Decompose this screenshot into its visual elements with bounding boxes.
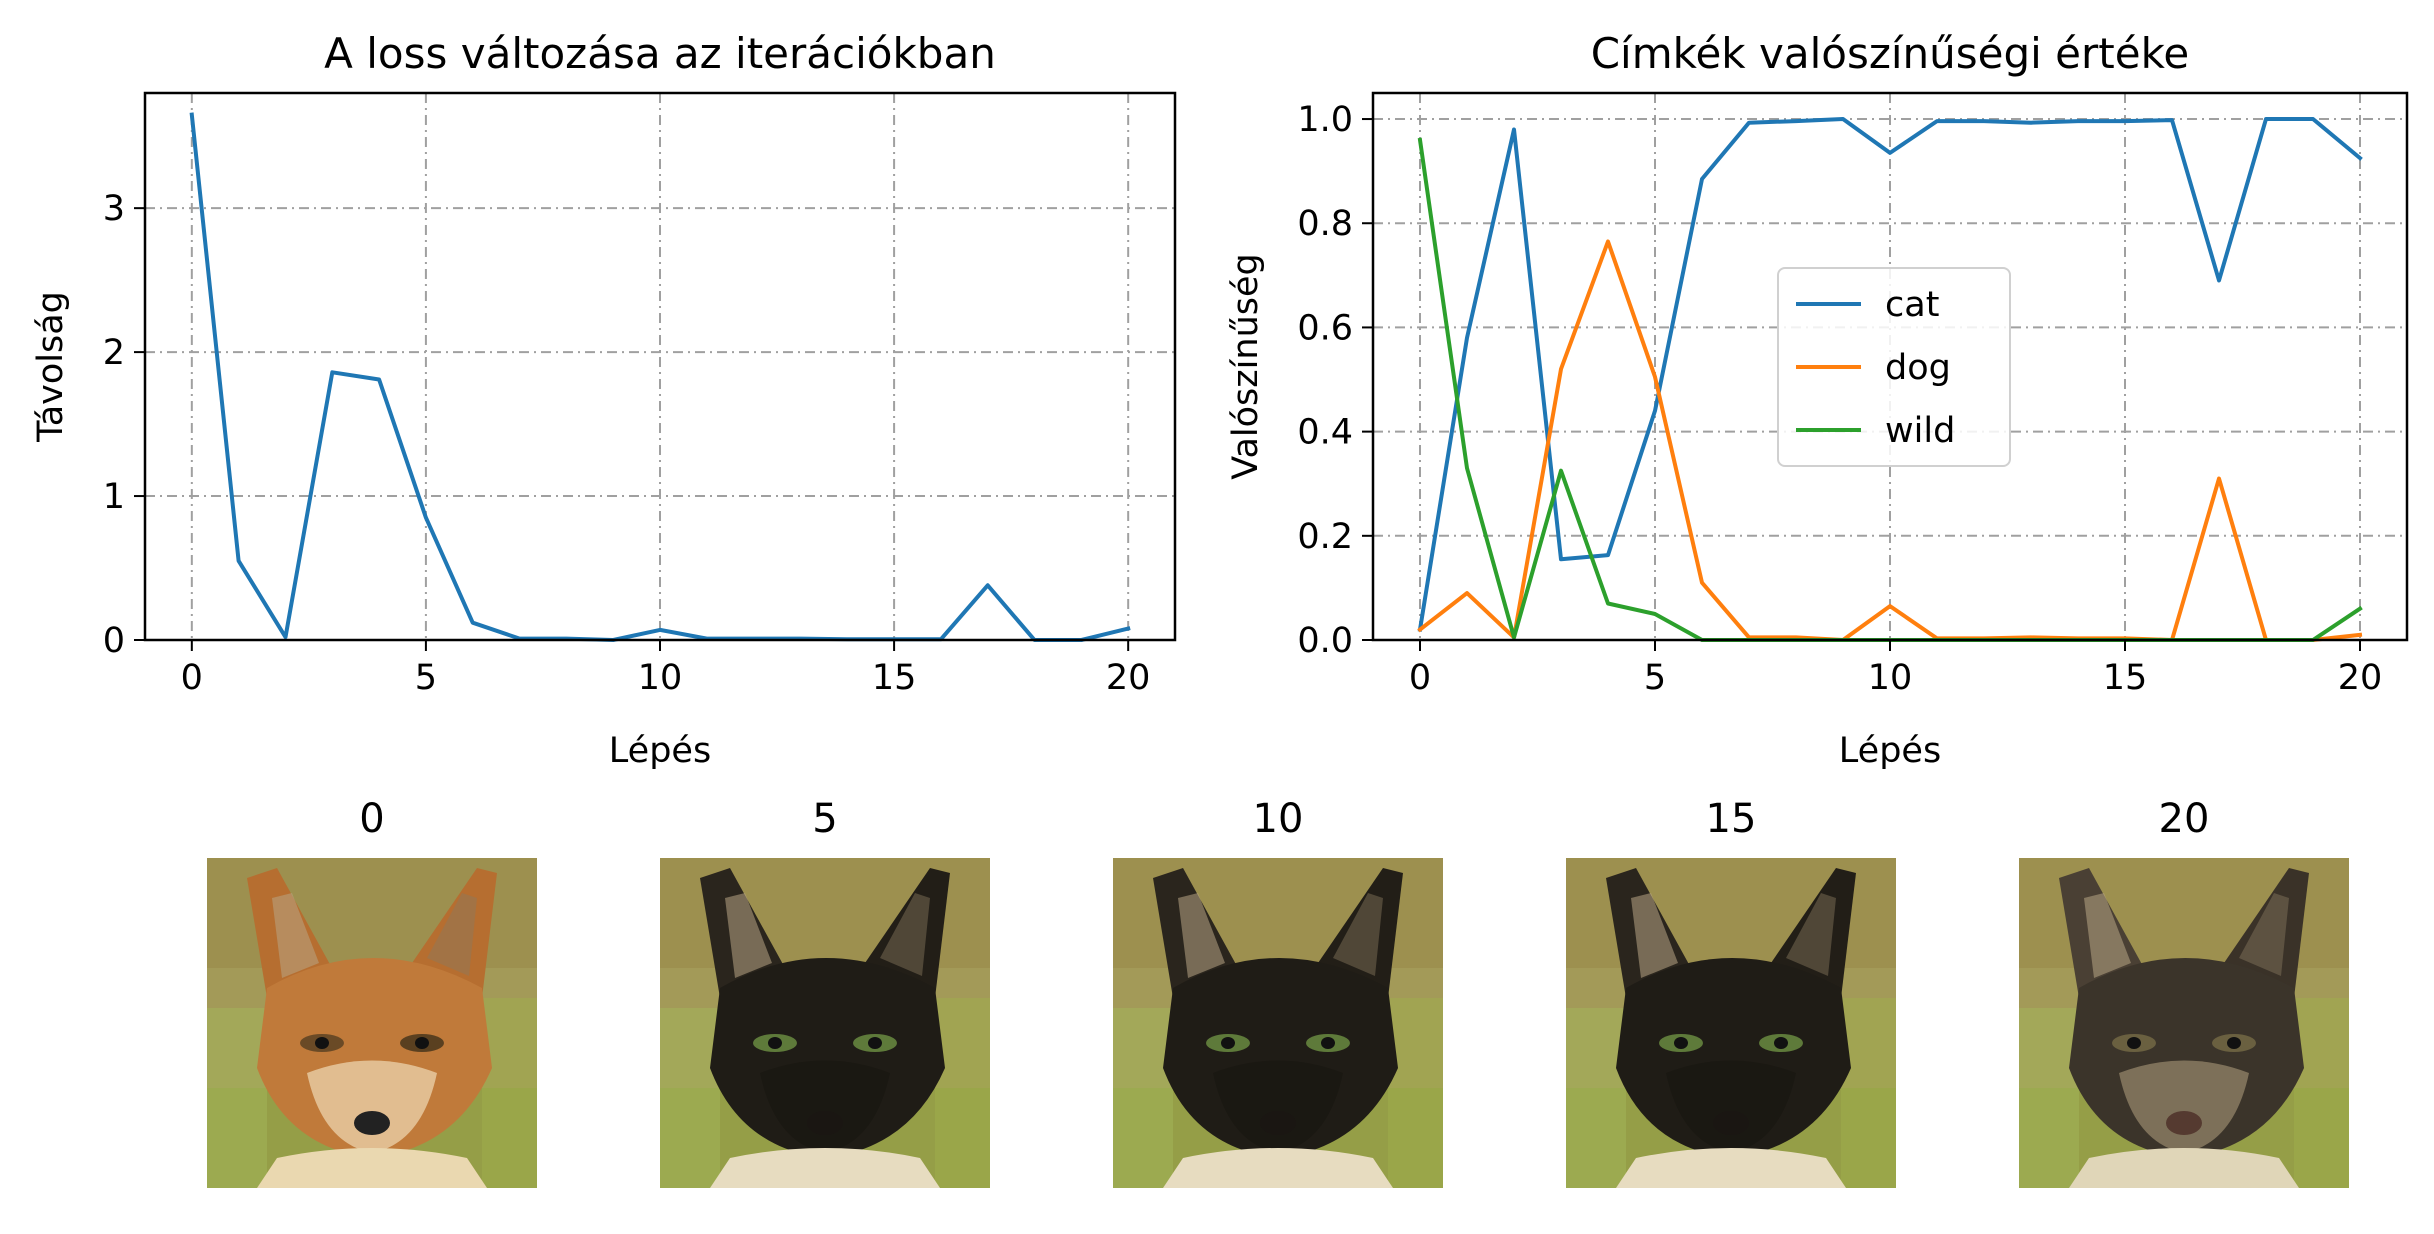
- x-tick-label: 10: [1868, 658, 1913, 698]
- y-tick-label: 0.0: [1297, 621, 1353, 661]
- chart-title: A loss változása az iterációkban: [324, 29, 996, 78]
- x-tick-label: 10: [638, 658, 683, 698]
- thumbnail-image-15: [1566, 858, 1896, 1188]
- x-tick-label: 15: [2103, 658, 2148, 698]
- thumbnail-title-0: 0: [359, 796, 385, 842]
- y-tick-label: 2: [103, 333, 125, 373]
- thumbnail-title-10: 10: [1252, 796, 1304, 842]
- y-tick-label: 0.2: [1297, 517, 1353, 557]
- series-line-loss: [189, 112, 1131, 642]
- legend-label-dog: dog: [1885, 348, 1951, 388]
- x-tick-label: 0: [181, 658, 203, 698]
- x-axis-label: Lépés: [1839, 731, 1941, 771]
- y-tick-label: 0.4: [1297, 413, 1353, 453]
- x-axis-label: Lépés: [609, 731, 711, 771]
- thumbnail-image-10: [1113, 858, 1443, 1188]
- x-tick-label: 5: [1644, 658, 1666, 698]
- thumbnail-title-20: 20: [2158, 796, 2210, 842]
- probability-chart: 0 5 10 15 20 0.0 0.2 0.4 0.6 0.8 1.0 Címkék valószí…: [1226, 29, 2409, 771]
- thumbnail-image-0: [207, 858, 537, 1188]
- y-tick-label: 1.0: [1297, 100, 1353, 140]
- y-axis-label: Valószínűség: [1226, 253, 1266, 480]
- x-tick-label: 20: [1106, 658, 1151, 698]
- legend-label-wild: wild: [1885, 411, 1955, 451]
- legend: cat dog wild: [1777, 267, 2011, 467]
- legend-box: [1777, 267, 2011, 467]
- chart-title: Címkék valószínűségi értéke: [1591, 29, 2190, 78]
- thumbnail-title-15: 15: [1705, 796, 1757, 842]
- y-tick-label: 3: [103, 189, 125, 229]
- x-tick-label: 5: [415, 658, 437, 698]
- y-tick-label: 0.6: [1297, 308, 1353, 348]
- y-tick-label: 1: [103, 477, 125, 517]
- loss-chart: 0 5 10 15 20 0 1 2 3 A loss változása az iteráció…: [31, 29, 1177, 771]
- thumbnail-image-20: [2019, 858, 2349, 1188]
- thumbnail-title-5: 5: [812, 796, 838, 842]
- thumbnail-image-5: [660, 858, 990, 1188]
- x-tick-label: 0: [1409, 658, 1431, 698]
- x-tick-label: 20: [2338, 658, 2383, 698]
- series-line-cat: [1417, 117, 2363, 632]
- x-tick-label: 15: [872, 658, 917, 698]
- legend-label-cat: cat: [1885, 285, 1939, 325]
- y-axis-label: Távolság: [31, 291, 71, 443]
- y-tick-label: 0: [103, 621, 125, 661]
- series-line-dog: [1417, 239, 2363, 642]
- y-tick-label: 0.8: [1297, 204, 1353, 244]
